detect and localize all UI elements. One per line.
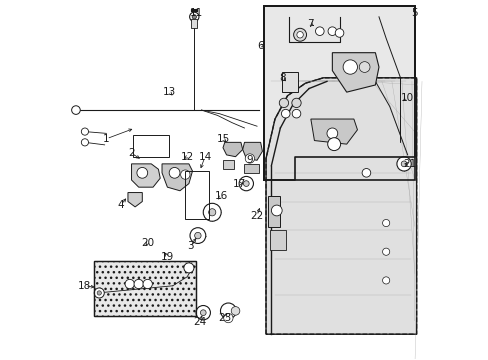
Circle shape	[343, 60, 357, 74]
Bar	[94, 261, 196, 316]
Circle shape	[183, 263, 194, 273]
Circle shape	[81, 139, 88, 146]
Circle shape	[72, 106, 80, 114]
Circle shape	[134, 279, 143, 289]
Circle shape	[190, 228, 205, 243]
Polygon shape	[244, 164, 258, 173]
Circle shape	[293, 28, 306, 41]
Text: 15: 15	[216, 134, 229, 144]
Polygon shape	[223, 160, 233, 169]
Circle shape	[200, 310, 206, 316]
Text: 22: 22	[250, 211, 263, 221]
Text: 8: 8	[278, 73, 285, 83]
Bar	[264, 6, 414, 180]
Polygon shape	[264, 6, 414, 180]
Circle shape	[326, 128, 337, 139]
Text: 17: 17	[232, 179, 245, 189]
Text: 12: 12	[180, 152, 193, 162]
Circle shape	[194, 232, 201, 239]
Circle shape	[382, 220, 389, 226]
Polygon shape	[242, 142, 262, 160]
Circle shape	[359, 62, 369, 72]
Text: 9: 9	[246, 155, 253, 165]
Circle shape	[231, 307, 239, 315]
Circle shape	[81, 128, 88, 135]
Text: 18: 18	[78, 281, 91, 291]
Circle shape	[327, 138, 340, 150]
Circle shape	[382, 248, 389, 255]
Text: 23: 23	[218, 313, 231, 323]
Bar	[133, 135, 169, 157]
Polygon shape	[131, 164, 160, 187]
Circle shape	[180, 170, 190, 179]
Text: 24: 24	[193, 317, 206, 327]
Circle shape	[239, 176, 253, 191]
Bar	[185, 171, 208, 220]
Circle shape	[192, 15, 196, 19]
Text: 7: 7	[307, 19, 313, 29]
Text: 10: 10	[400, 93, 413, 103]
Text: 6: 6	[257, 41, 264, 50]
Circle shape	[203, 203, 221, 221]
Bar	[264, 6, 414, 180]
Circle shape	[189, 12, 199, 22]
Circle shape	[400, 161, 406, 167]
Circle shape	[292, 109, 300, 118]
Polygon shape	[162, 164, 192, 191]
Circle shape	[125, 279, 134, 289]
Polygon shape	[128, 193, 142, 207]
Circle shape	[142, 279, 152, 289]
Text: 21: 21	[402, 159, 415, 169]
Circle shape	[243, 181, 249, 186]
Circle shape	[137, 167, 147, 178]
Circle shape	[335, 29, 343, 37]
Polygon shape	[332, 53, 378, 92]
Polygon shape	[223, 142, 242, 157]
Polygon shape	[310, 119, 357, 144]
Circle shape	[327, 27, 336, 36]
Circle shape	[296, 32, 303, 38]
Bar	[282, 72, 298, 92]
Text: 1: 1	[103, 134, 109, 144]
Circle shape	[362, 168, 370, 177]
Bar	[191, 19, 197, 28]
Text: 3: 3	[187, 241, 194, 251]
Polygon shape	[267, 196, 280, 226]
Circle shape	[291, 98, 301, 108]
Text: 2: 2	[128, 148, 135, 158]
Circle shape	[196, 306, 210, 320]
Text: 4: 4	[117, 200, 124, 210]
Circle shape	[220, 303, 236, 319]
Text: 11: 11	[189, 8, 203, 18]
Text: 13: 13	[162, 87, 176, 97]
Bar	[94, 261, 196, 316]
Circle shape	[315, 27, 324, 36]
Circle shape	[169, 167, 180, 178]
Text: 20: 20	[141, 238, 154, 248]
Text: 19: 19	[161, 252, 174, 262]
Polygon shape	[265, 78, 416, 334]
Circle shape	[281, 109, 289, 118]
Circle shape	[244, 154, 254, 163]
Polygon shape	[269, 230, 285, 250]
Text: 14: 14	[198, 152, 211, 162]
Circle shape	[94, 288, 104, 298]
Circle shape	[396, 157, 410, 171]
Circle shape	[97, 291, 101, 295]
Circle shape	[279, 98, 288, 108]
Text: 5: 5	[411, 8, 417, 18]
Circle shape	[208, 209, 215, 216]
Circle shape	[223, 314, 233, 323]
Circle shape	[271, 205, 282, 216]
Circle shape	[382, 277, 389, 284]
Text: 16: 16	[214, 191, 227, 201]
